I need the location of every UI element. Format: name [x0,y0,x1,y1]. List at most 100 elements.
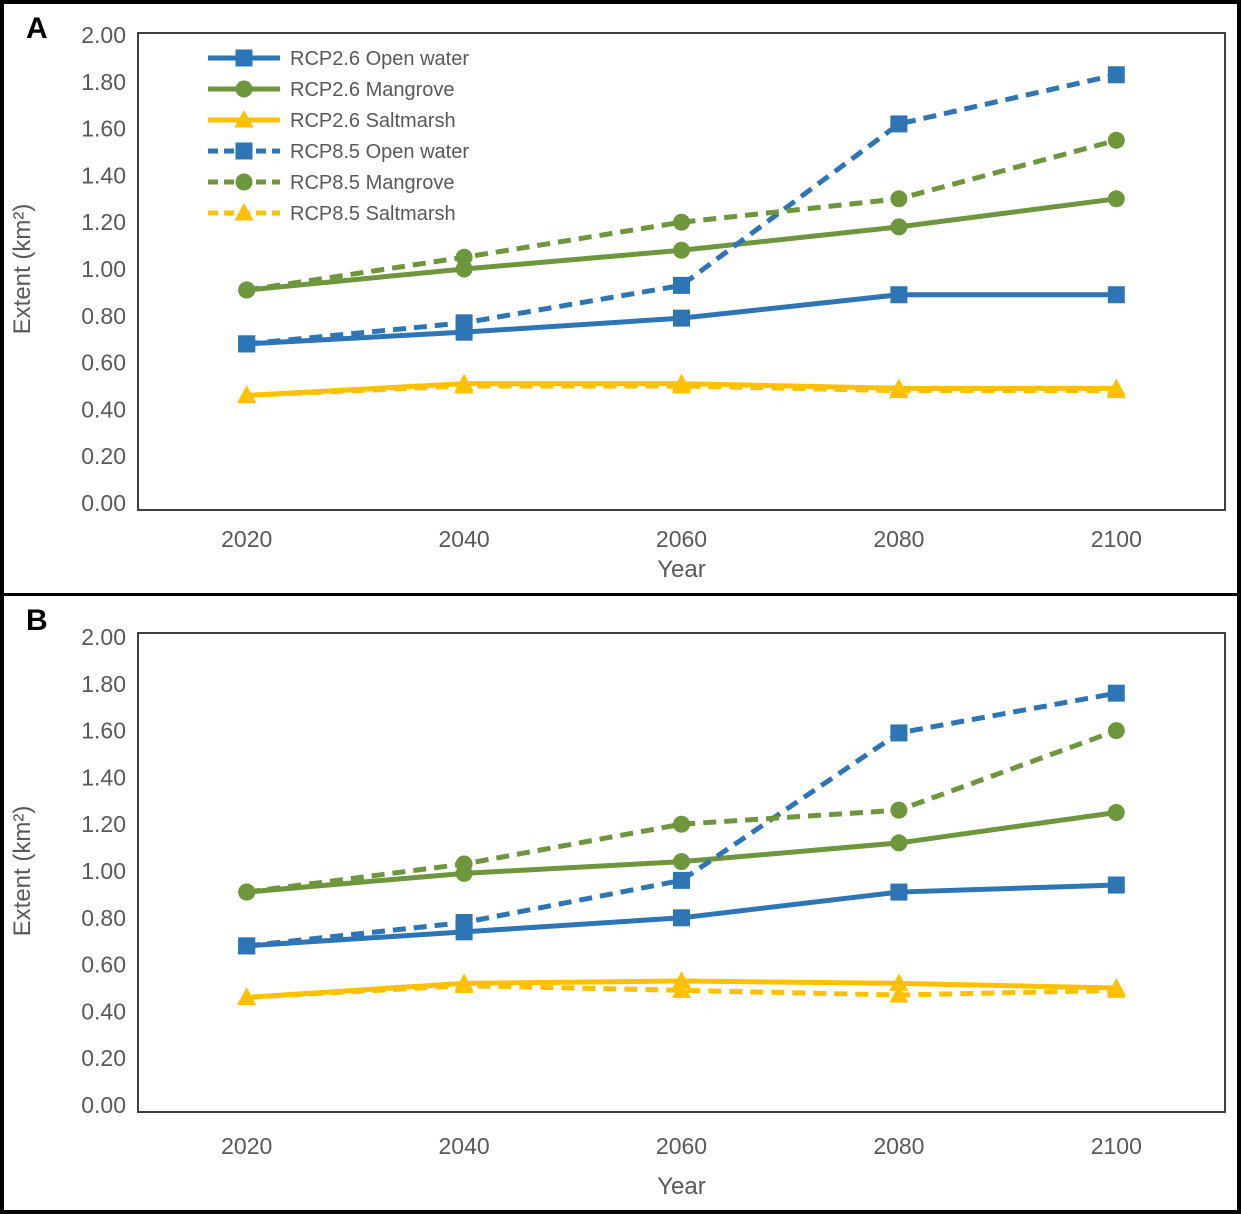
y-tick-label: 0.40 [81,998,126,1024]
legend-item: RCP8.5 Mangrove [208,172,455,194]
x-tick-label: 2100 [1091,1133,1142,1159]
panel-a: A 0.00 0.20 0.40 0.60 0.80 1.00 1.20 1.40 1.60 1.… [4,4,1237,596]
data-point [673,213,690,231]
data-point [1107,876,1125,894]
data-point [454,975,474,994]
data-point [455,855,473,873]
y-tick-label: 0.60 [81,952,126,978]
legend-item: RCP2.6 Saltmarsh [208,110,456,132]
y-tick-label: 1.60 [81,718,126,744]
y-tick-label: 0.00 [81,490,126,516]
data-point [672,970,691,989]
data-point [454,376,474,394]
data-point [889,380,909,399]
legend-label: RCP2.6 Open water [290,48,469,70]
series-line-3 [246,72,1117,347]
data-point [1106,380,1126,399]
legend-swatch-marker [235,142,253,160]
legend-swatch-marker [235,49,253,67]
data-point [1107,286,1125,304]
data-point [237,385,257,403]
y-tick-label: 1.80 [81,69,126,95]
data-point [238,937,256,955]
legend-label: RCP8.5 Open water [290,141,469,163]
chart-svg-b: 0.00 0.20 0.40 0.60 0.80 1.00 1.20 1.40 1.60 1.80… [9,624,1226,1200]
data-point [889,985,909,1003]
y-axis-title: Extent (km²) [9,204,36,335]
data-point [1107,190,1125,208]
data-point [890,724,908,742]
data-point [890,834,908,852]
legend-label: RCP8.5 Mangrove [290,172,455,194]
y-tick-label: 1.00 [81,256,126,282]
y-tick-label: 1.20 [81,209,126,235]
y-tick-label: 2.00 [81,624,126,650]
data-point [673,815,690,833]
data-point [1107,804,1125,821]
data-point [455,260,473,278]
x-tick-label: 2040 [439,1133,490,1159]
legend-item: RCP2.6 Mangrove [208,79,455,101]
panel-b-label: B [26,604,48,637]
data-point [237,987,257,1005]
data-point [455,913,473,931]
data-point [890,190,908,208]
panel-b: B 0.00 0.20 0.40 0.60 0.80 1.00 1.20 1.40 1.60 1.… [4,596,1237,1206]
data-point [673,241,690,259]
x-tick-label: 2080 [873,526,924,552]
panel-a-label: A [26,12,48,45]
series-line-5 [246,983,1117,1000]
legend-label: RCP2.6 Mangrove [290,79,455,101]
data-point [1107,66,1125,84]
series-line-4 [246,728,1118,895]
data-point [889,973,909,991]
data-point [1107,131,1125,149]
data-point [455,248,473,266]
x-tick-label: 2020 [221,526,272,552]
y-tick-label: 0.40 [81,396,126,422]
data-point [238,335,256,353]
data-point [673,309,690,327]
y-tick-label: 0.20 [81,443,126,469]
data-point [673,871,690,889]
legend-swatch-marker [234,203,254,221]
legend-swatch-marker [235,80,253,98]
y-tick-label: 1.80 [81,671,126,697]
y-tick-label: 1.40 [81,162,126,188]
legend-swatch-marker [235,173,253,191]
data-point [673,853,690,871]
x-axis-title: Year [657,556,706,583]
x-tick-label: 2060 [656,1133,707,1159]
y-tick-label: 1.20 [81,811,126,837]
data-point [890,801,908,819]
x-tick-label: 2100 [1091,526,1142,552]
data-point [672,980,691,998]
chart-svg-a: 0.00 0.20 0.40 0.60 0.80 1.00 1.20 1.40 1.60 1.80… [9,22,1226,583]
data-point [673,909,690,927]
plot-area [137,632,1226,1113]
legend-swatch-marker [234,110,254,128]
data-point [238,281,256,299]
y-tick-label: 0.80 [81,905,126,931]
data-point [890,883,908,901]
plot-area [137,32,1226,511]
data-point [1106,980,1126,998]
y-tick-label: 1.00 [81,858,126,884]
data-point [1107,722,1125,740]
data-point [890,286,908,304]
data-point [1107,684,1125,702]
legend-item: RCP8.5 Saltmarsh [208,203,456,225]
x-tick-label: 2080 [873,1133,924,1159]
legend-label: RCP8.5 Saltmarsh [290,203,456,225]
x-axis-title: Year [657,1173,706,1200]
y-tick-label: 2.00 [81,22,126,48]
y-tick-label: 0.00 [81,1092,126,1118]
x-tick-label: 2060 [656,526,707,552]
data-point [672,376,691,394]
y-axis-title: Extent (km²) [9,806,36,937]
y-tick-label: 1.40 [81,764,126,790]
data-point [673,276,690,294]
x-tick-label: 2040 [439,526,490,552]
legend-item: RCP2.6 Open water [208,48,469,70]
